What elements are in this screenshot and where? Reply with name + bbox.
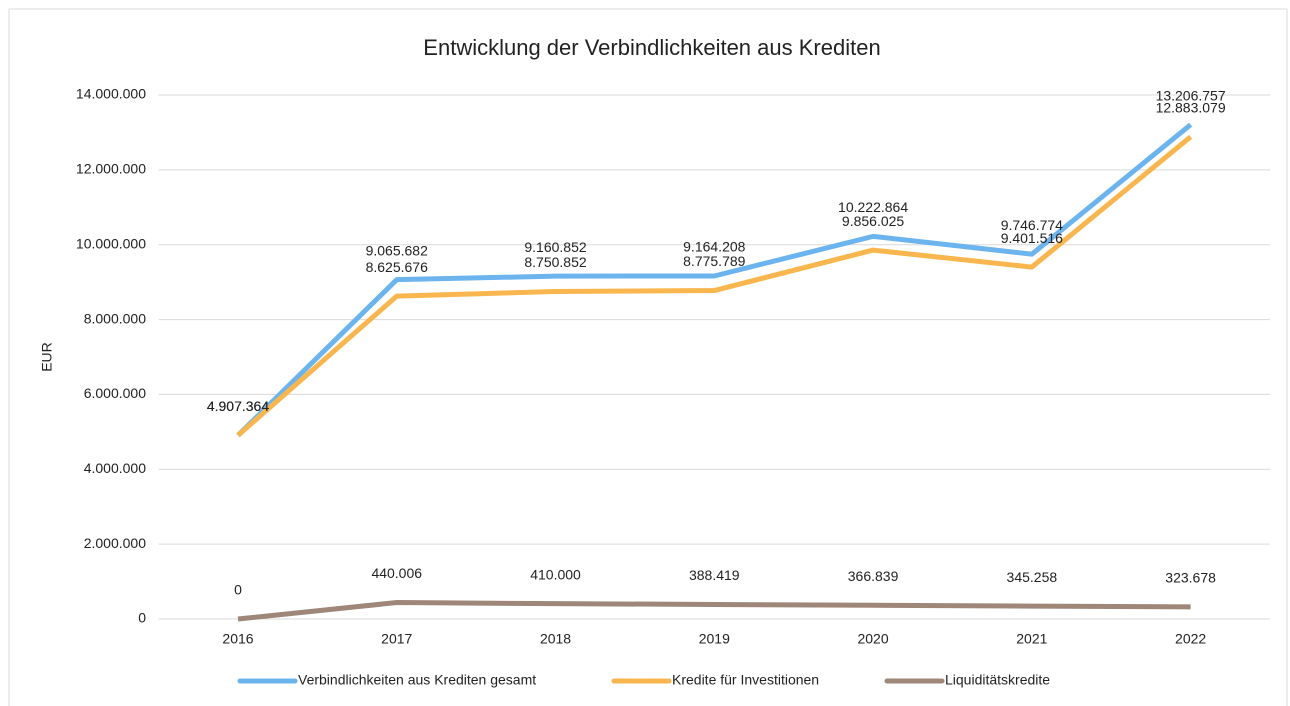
chart-title: Entwicklung der Verbindlichkeiten aus Kr… [423,35,880,60]
legend-label: Kredite für Investitionen [672,672,819,688]
series-line [236,122,1193,438]
data-label: 345.258 [1007,569,1058,585]
y-tick-label: 10.000.000 [76,235,146,251]
data-label: 9.160.852 [524,239,586,255]
y-tick-label: 12.000.000 [76,161,146,177]
y-tick-label: 2.000.000 [84,535,146,551]
data-label: 10.222.864 [838,199,908,215]
data-label: 410.000 [530,566,581,582]
y-tick-label: 14.000.000 [76,86,146,102]
data-label: 9.401.516 [1001,230,1063,246]
data-label: 4.907.364 [207,398,269,414]
data-label: 9.856.025 [842,213,904,229]
x-tick-label: 2019 [699,631,730,647]
series-line [237,600,1191,622]
y-tick-label: 4.000.000 [84,460,146,476]
data-label: 8.775.789 [683,253,745,269]
data-label: 4.907.364 [207,398,269,414]
data-label: 8.625.676 [366,259,428,275]
x-tick-label: 2017 [381,631,412,647]
data-label: 9.746.774 [1001,217,1063,233]
x-tick-label: 2022 [1175,631,1206,647]
data-label: 323.678 [1165,570,1216,586]
data-label: 388.419 [689,567,740,583]
x-tick-label: 2021 [1016,631,1047,647]
chart-frame [8,8,1288,706]
legend-label: Liquiditätskredite [945,672,1050,688]
data-label: 13.206.757 [1156,87,1226,103]
series-line [236,134,1193,438]
x-tick-label: 2018 [540,631,571,647]
data-label: 440.006 [371,565,422,581]
data-label: 0 [234,582,242,598]
y-tick-label: 0 [138,610,146,626]
data-label: 8.750.852 [524,254,586,270]
data-label: 12.883.079 [1156,100,1226,116]
data-label: 9.164.208 [683,239,745,255]
y-tick-label: 8.000.000 [84,310,146,326]
legend-label: Verbindlichkeiten aus Krediten gesamt [298,672,536,688]
y-axis-label: EUR [39,342,55,372]
x-tick-label: 2016 [222,631,253,647]
data-label: 9.065.682 [366,242,428,258]
x-tick-label: 2020 [857,631,888,647]
data-label: 366.839 [848,568,899,584]
y-tick-label: 6.000.000 [84,385,146,401]
